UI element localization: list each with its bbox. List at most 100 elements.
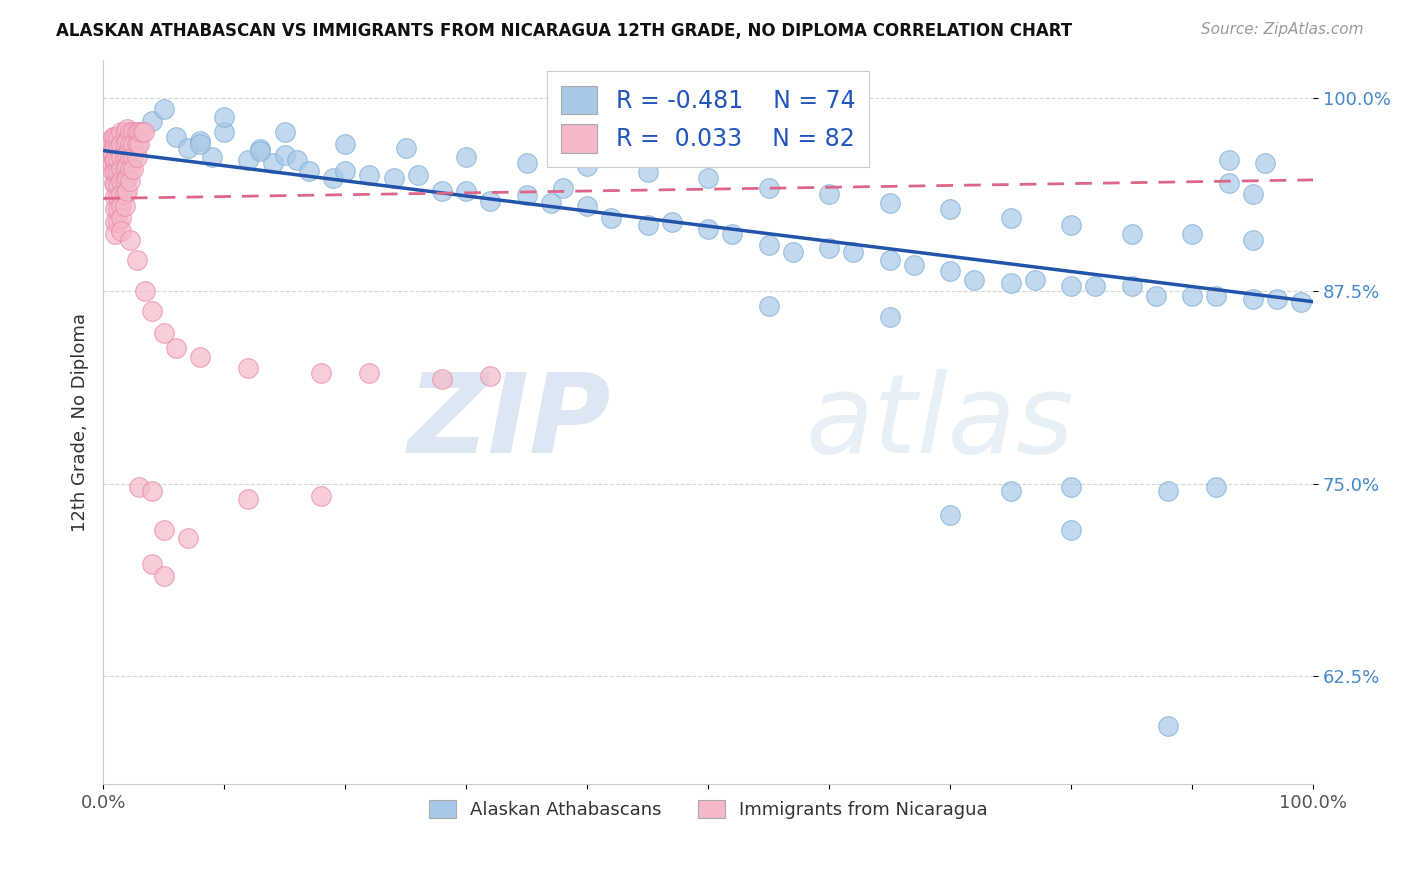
Point [110, 186, 132, 201]
Point [152, 523, 174, 537]
Point [1060, 480, 1083, 494]
Point [101, 129, 124, 144]
Point [697, 171, 720, 186]
Point [1265, 292, 1288, 306]
Point [1000, 277, 1022, 291]
Point [125, 125, 148, 139]
Point [141, 557, 163, 571]
Point [107, 178, 129, 192]
Point [939, 264, 962, 278]
Point [1024, 273, 1046, 287]
Point [637, 165, 659, 179]
Point [117, 122, 139, 136]
Point [117, 134, 139, 148]
Point [165, 341, 187, 355]
Point [128, 125, 150, 139]
Point [152, 569, 174, 583]
Point [107, 214, 129, 228]
Point [1000, 211, 1022, 226]
Point [117, 171, 139, 186]
Point [128, 137, 150, 152]
Point [128, 480, 150, 494]
Point [1205, 288, 1227, 302]
Point [333, 163, 356, 178]
Point [107, 129, 129, 144]
Point [118, 150, 141, 164]
Point [879, 253, 901, 268]
Point [1060, 523, 1083, 537]
Point [1218, 176, 1240, 190]
Point [100, 144, 122, 158]
Point [117, 159, 139, 173]
Point [262, 156, 284, 170]
Point [165, 129, 187, 144]
Point [98, 134, 121, 148]
Point [134, 125, 156, 139]
Point [430, 372, 453, 386]
Point [107, 202, 129, 217]
Point [100, 156, 122, 170]
Point [101, 165, 124, 179]
Point [122, 150, 145, 164]
Point [309, 489, 332, 503]
Point [1241, 292, 1264, 306]
Point [107, 190, 129, 204]
Point [782, 245, 804, 260]
Point [117, 146, 139, 161]
Point [104, 202, 127, 217]
Legend: Alaskan Athabascans, Immigrants from Nicaragua: Alaskan Athabascans, Immigrants from Nic… [422, 792, 995, 826]
Point [188, 350, 211, 364]
Point [842, 245, 865, 260]
Point [479, 368, 502, 383]
Point [212, 125, 235, 139]
Point [1289, 294, 1312, 309]
Point [576, 159, 599, 173]
Point [125, 137, 148, 152]
Point [103, 153, 125, 167]
Point [238, 361, 260, 376]
Point [107, 153, 129, 167]
Point [114, 199, 136, 213]
Point [758, 180, 780, 194]
Point [249, 144, 271, 158]
Point [118, 125, 141, 139]
Point [1060, 218, 1083, 232]
Point [104, 140, 127, 154]
Point [114, 174, 136, 188]
Point [661, 214, 683, 228]
Point [1181, 227, 1204, 241]
Point [359, 366, 381, 380]
Point [114, 125, 136, 139]
Point [118, 233, 141, 247]
Point [382, 171, 405, 186]
Point [1121, 227, 1143, 241]
Point [697, 222, 720, 236]
Point [141, 304, 163, 318]
Point [177, 531, 200, 545]
Point [309, 366, 332, 380]
Point [273, 125, 295, 139]
Point [238, 153, 260, 167]
Point [637, 218, 659, 232]
Point [1254, 156, 1277, 170]
Point [117, 184, 139, 198]
Point [1000, 484, 1022, 499]
Point [107, 140, 129, 154]
Point [141, 114, 163, 128]
Point [1121, 279, 1143, 293]
Point [110, 162, 132, 177]
Point [903, 258, 925, 272]
Point [114, 137, 136, 152]
Point [118, 162, 141, 177]
Point [118, 137, 141, 152]
Point [516, 156, 538, 170]
Point [406, 168, 429, 182]
Point [1205, 480, 1227, 494]
Point [322, 171, 344, 186]
Point [249, 142, 271, 156]
Point [1218, 153, 1240, 167]
Point [110, 224, 132, 238]
Point [152, 326, 174, 340]
Point [110, 174, 132, 188]
Text: ZIP: ZIP [408, 368, 612, 475]
